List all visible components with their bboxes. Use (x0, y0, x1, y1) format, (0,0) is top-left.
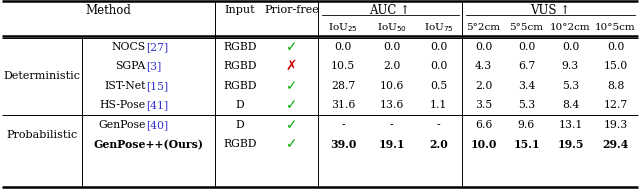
Text: 8.8: 8.8 (607, 81, 624, 91)
Text: NOCS: NOCS (111, 42, 145, 52)
Text: 6.7: 6.7 (518, 61, 535, 71)
Text: 19.5: 19.5 (557, 139, 584, 150)
Text: [15]: [15] (147, 81, 168, 91)
Text: ✓: ✓ (286, 98, 297, 112)
Text: Probabilistic: Probabilistic (6, 129, 77, 139)
Text: GenPose: GenPose (98, 120, 145, 130)
Text: 0.0: 0.0 (430, 61, 447, 71)
Text: 0.0: 0.0 (430, 42, 447, 52)
Text: -: - (390, 120, 394, 130)
Text: HS-Pose: HS-Pose (99, 100, 145, 110)
Text: -: - (436, 120, 440, 130)
Text: IoU$_{75}$: IoU$_{75}$ (424, 22, 453, 34)
Text: -: - (341, 120, 345, 130)
Text: 15.1: 15.1 (513, 139, 540, 150)
Text: 10.0: 10.0 (470, 139, 497, 150)
Text: 0.5: 0.5 (430, 81, 447, 91)
Text: 15.0: 15.0 (604, 61, 628, 71)
Text: 0.0: 0.0 (383, 42, 400, 52)
Text: IoU$_{50}$: IoU$_{50}$ (376, 22, 406, 34)
Text: 2.0: 2.0 (475, 81, 492, 91)
Text: 10°2cm: 10°2cm (550, 23, 591, 33)
Text: [27]: [27] (147, 42, 168, 52)
Text: RGBD: RGBD (223, 42, 257, 52)
Text: RGBD: RGBD (223, 81, 257, 91)
Text: 9.3: 9.3 (562, 61, 579, 71)
Text: 2.0: 2.0 (383, 61, 400, 71)
Text: Method: Method (86, 4, 131, 16)
Text: 13.6: 13.6 (380, 100, 404, 110)
Text: ✓: ✓ (286, 40, 297, 54)
Text: 13.1: 13.1 (558, 120, 582, 130)
Text: 28.7: 28.7 (331, 81, 355, 91)
Text: 9.6: 9.6 (518, 120, 535, 130)
Text: 0.0: 0.0 (334, 42, 352, 52)
Text: 10.6: 10.6 (380, 81, 404, 91)
Text: D: D (236, 120, 244, 130)
Text: GenPose++(Ours): GenPose++(Ours) (93, 139, 204, 150)
Text: D: D (236, 100, 244, 110)
Text: AUC ↑: AUC ↑ (369, 4, 410, 16)
Text: 0.0: 0.0 (607, 42, 624, 52)
Text: 0.0: 0.0 (562, 42, 579, 52)
Text: VUS ↑: VUS ↑ (530, 4, 570, 16)
Text: RGBD: RGBD (223, 139, 257, 149)
Text: 5°2cm: 5°2cm (467, 23, 500, 33)
Text: 0.0: 0.0 (518, 42, 535, 52)
Text: 1.1: 1.1 (430, 100, 447, 110)
Text: IoU$_{25}$: IoU$_{25}$ (328, 22, 358, 34)
Text: 10°5cm: 10°5cm (595, 23, 636, 33)
Text: 5.3: 5.3 (518, 100, 535, 110)
Text: 19.1: 19.1 (378, 139, 404, 150)
Text: ✓: ✓ (286, 118, 297, 132)
Text: Deterministic: Deterministic (3, 71, 81, 81)
Text: 6.6: 6.6 (475, 120, 492, 130)
Text: Prior-free: Prior-free (264, 5, 319, 15)
Text: ✓: ✓ (286, 79, 297, 93)
Text: IST-Net: IST-Net (104, 81, 145, 91)
Text: 0.0: 0.0 (475, 42, 492, 52)
Text: 3.4: 3.4 (518, 81, 535, 91)
Text: [41]: [41] (147, 100, 168, 110)
Text: 39.0: 39.0 (330, 139, 356, 150)
Text: 8.4: 8.4 (562, 100, 579, 110)
Text: 4.3: 4.3 (475, 61, 492, 71)
Text: Input: Input (225, 5, 255, 15)
Text: SGPA: SGPA (115, 61, 145, 71)
Text: [40]: [40] (147, 120, 168, 130)
Text: 10.5: 10.5 (331, 61, 355, 71)
Text: 29.4: 29.4 (602, 139, 628, 150)
Text: ✗: ✗ (286, 59, 297, 73)
Text: [3]: [3] (147, 61, 162, 71)
Text: 2.0: 2.0 (429, 139, 448, 150)
Text: 31.6: 31.6 (331, 100, 355, 110)
Text: RGBD: RGBD (223, 61, 257, 71)
Text: ✓: ✓ (286, 137, 297, 151)
Text: 19.3: 19.3 (604, 120, 628, 130)
Text: 5.3: 5.3 (562, 81, 579, 91)
Text: 3.5: 3.5 (475, 100, 492, 110)
Text: 12.7: 12.7 (604, 100, 628, 110)
Text: 5°5cm: 5°5cm (509, 23, 543, 33)
